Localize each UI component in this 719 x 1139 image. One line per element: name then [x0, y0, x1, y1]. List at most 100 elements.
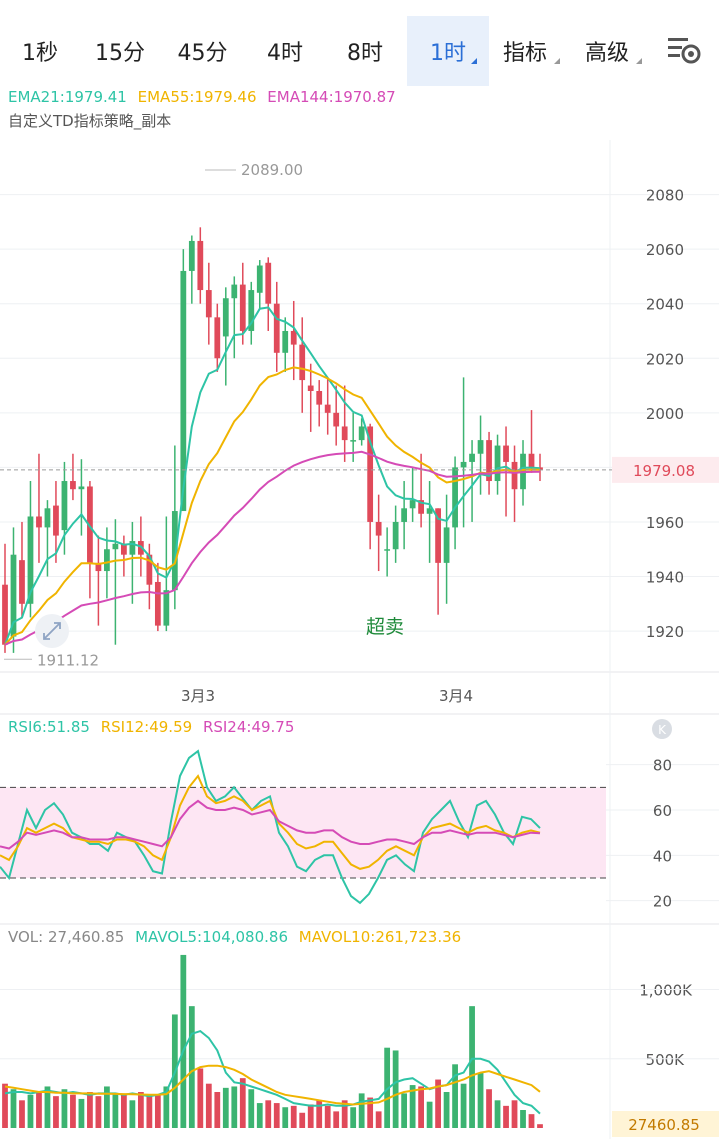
candle-body — [70, 481, 76, 490]
tab-15m[interactable]: 15分 — [80, 16, 160, 86]
volume-bar — [358, 1093, 365, 1128]
volume-bar — [222, 1087, 229, 1128]
candle-body — [367, 426, 374, 522]
candle-body — [409, 500, 416, 509]
volume-bar — [290, 1105, 297, 1128]
candle-body — [341, 426, 348, 441]
volume-bar — [44, 1086, 51, 1128]
candle-body — [460, 461, 467, 468]
volume-bar — [104, 1086, 110, 1128]
candle-body — [112, 543, 119, 550]
high-marker-label: 2089.00 — [241, 161, 303, 179]
candle-body — [503, 445, 509, 462]
tab-label: 4时 — [267, 41, 303, 66]
volume-bar — [239, 1078, 246, 1128]
last-price-badge — [612, 456, 719, 483]
rsi6-line — [0, 749, 541, 905]
tab-4h[interactable]: 4时 — [245, 16, 325, 86]
tab-1s[interactable]: 1秒 — [0, 16, 80, 86]
candle-body — [316, 390, 323, 405]
volume-bar — [78, 1098, 85, 1128]
dropdown-arrow-icon — [471, 58, 477, 64]
volume-bar — [61, 1089, 68, 1128]
candle-body — [401, 508, 408, 522]
rsi24-line — [0, 799, 541, 850]
price-tick-label: 1960 — [646, 514, 684, 532]
candle-body — [528, 453, 535, 468]
candle-body — [392, 521, 399, 550]
candle-body — [231, 284, 238, 299]
candle-body — [248, 290, 255, 331]
candle-body — [358, 426, 365, 441]
candle-body — [486, 440, 492, 482]
volume-bar — [316, 1100, 323, 1128]
rsi-tick-label: 40 — [653, 847, 672, 865]
ema-legend: EMA21:1979.41 EMA55:1979.46 EMA144:1970.… — [8, 88, 402, 106]
candle-body — [104, 549, 110, 572]
ema21-line — [4, 306, 541, 646]
volume-bar — [36, 1092, 42, 1128]
candle-body — [146, 554, 153, 585]
candle-body — [469, 453, 475, 462]
volume-bar — [248, 1089, 255, 1128]
candle-body — [282, 330, 289, 353]
candle-body — [163, 590, 170, 626]
candle-body — [27, 516, 34, 604]
mavol10-line — [4, 1064, 541, 1106]
dropdown-arrow-icon — [636, 58, 642, 64]
rsi-tick-label: 20 — [653, 893, 672, 911]
candle-body — [87, 486, 93, 563]
rsi24-label: RSI24:49.75 — [202, 718, 295, 736]
candle-body — [418, 500, 424, 514]
tab-45m[interactable]: 45分 — [160, 16, 245, 86]
candle-body — [2, 584, 8, 645]
volume-bar — [19, 1100, 25, 1128]
tab-1h[interactable]: 1时 — [407, 16, 489, 86]
candle-body — [78, 486, 85, 490]
volume-bar — [409, 1085, 416, 1128]
tab-8h[interactable]: 8时 — [325, 16, 405, 86]
volume-bar — [146, 1096, 153, 1128]
indicator-info-icon-glyph: K — [658, 723, 667, 737]
rsi-tick-label: 60 — [653, 802, 672, 820]
candle-body — [239, 284, 246, 331]
candle-body — [10, 554, 17, 637]
volume-bar — [528, 1114, 535, 1128]
volume-bar — [87, 1092, 93, 1128]
rsi12-line — [0, 774, 541, 870]
candle-body — [333, 412, 340, 427]
candle-body — [307, 385, 314, 391]
volume-bar — [503, 1105, 509, 1128]
candle-body — [477, 440, 484, 454]
volume-bar — [70, 1094, 76, 1128]
volume-bar — [129, 1100, 136, 1128]
rsi12-label: RSI12:49.59 — [100, 718, 193, 736]
tab-label: 1时 — [430, 41, 466, 66]
rsi6-label: RSI6:51.85 — [8, 718, 90, 736]
volume-bar — [205, 1083, 212, 1128]
volume-bar — [137, 1092, 144, 1128]
volume-bar — [273, 1103, 280, 1128]
price-tick-label: 2000 — [646, 405, 684, 423]
rsi-tick-label: 80 — [653, 757, 672, 775]
dropdown-arrow-icon — [554, 58, 560, 64]
x-tick-label: 3月4 — [439, 687, 473, 705]
volume-tick-label: 500K — [646, 1051, 686, 1069]
volume-bar — [418, 1086, 424, 1128]
volume-bar — [95, 1096, 102, 1128]
candle-body — [188, 240, 195, 271]
tab-indicators[interactable]: 指标 — [492, 16, 572, 86]
ema21-label: EMA21:1979.41 — [8, 88, 127, 106]
tab-advanced[interactable]: 高级 — [574, 16, 654, 86]
candle-body — [324, 404, 331, 413]
timeframe-tab-bar: 1秒 15分 45分 4时 8时 1时 指标 高级 — [0, 0, 719, 86]
volume-bar — [10, 1089, 17, 1128]
candle-body — [95, 562, 102, 572]
volume-bar — [154, 1094, 161, 1128]
chart-settings-icon[interactable] — [664, 34, 704, 68]
candle-body — [222, 298, 229, 337]
candle-body — [265, 262, 272, 304]
price-tick-label: 2080 — [646, 187, 684, 205]
volume-bar — [2, 1083, 8, 1128]
